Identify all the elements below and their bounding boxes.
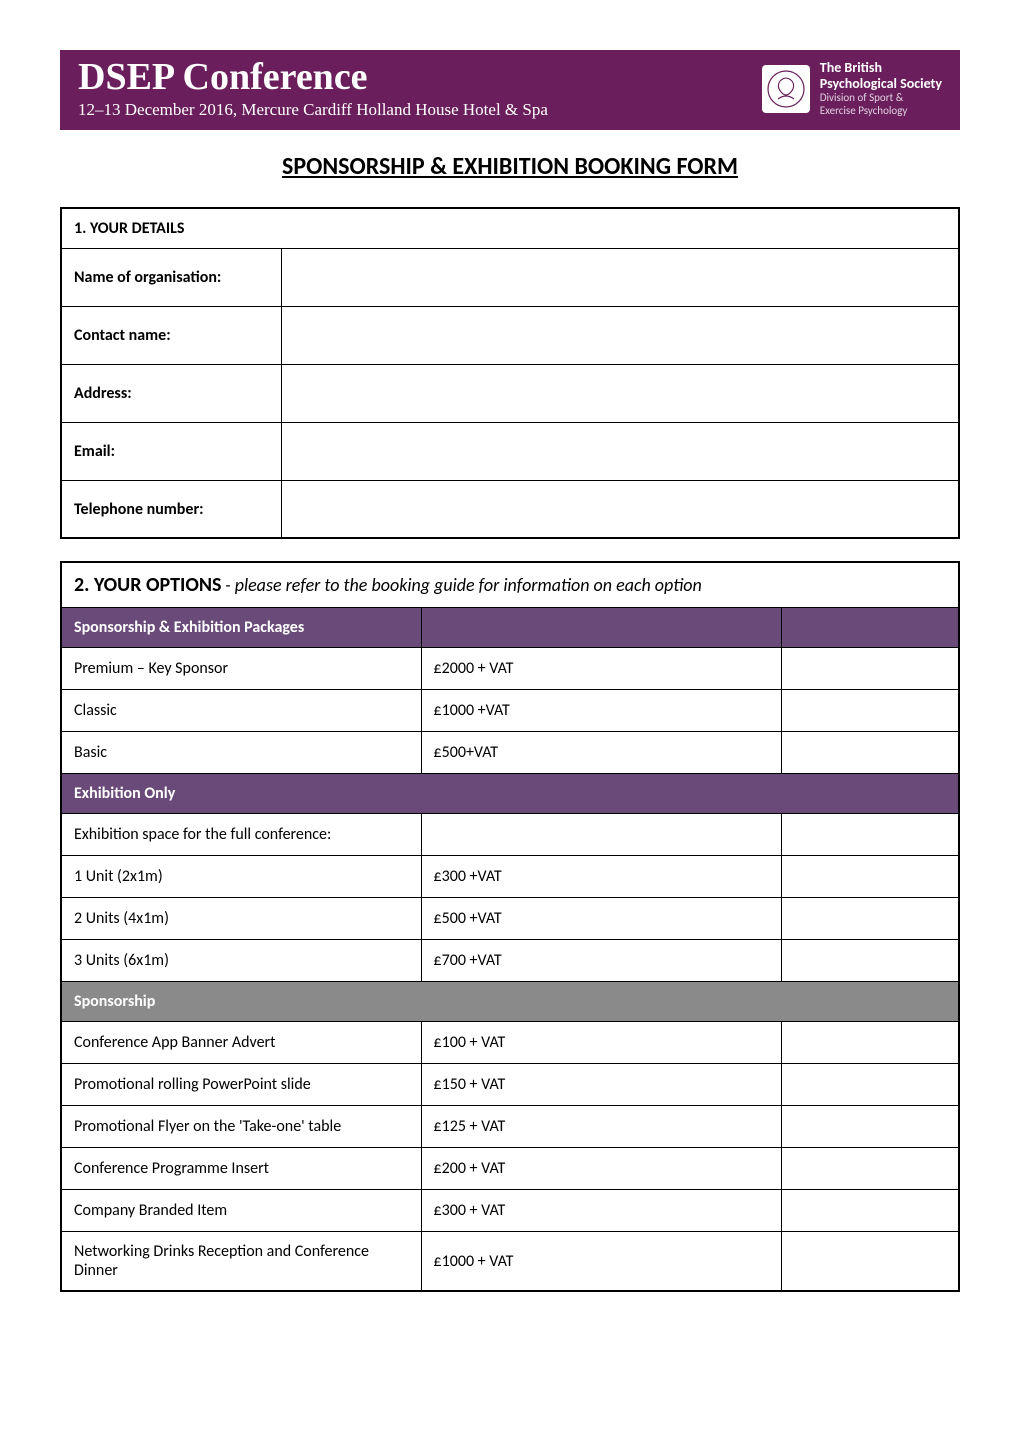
field-label-email: Email: [61,422,281,480]
field-input-contact[interactable] [281,306,959,364]
g2-r4-select[interactable] [781,1190,959,1232]
society-text: The British Psychological Society Divisi… [820,60,942,117]
group0-price-head [421,608,781,648]
field-input-address[interactable] [281,364,959,422]
your-details-table: 1. YOUR DETAILS Name of organisation: Co… [60,207,960,540]
header-left: DSEP Conference 12–13 December 2016, Mer… [78,58,762,120]
g1-r3-item: 3 Units (6x1m) [61,940,421,982]
g2-r5-item: Networking Drinks Reception and Conferen… [61,1232,421,1292]
g0-r1-price: £1000 +VAT [421,690,781,732]
section1-heading: 1. YOUR DETAILS [61,208,959,249]
g1-r2-select[interactable] [781,898,959,940]
field-label-telephone: Telephone number: [61,480,281,538]
your-options-table: 2. YOUR OPTIONS - please refer to the bo… [60,561,960,1292]
g2-r3-price: £200 + VAT [421,1148,781,1190]
header-right: The British Psychological Society Divisi… [762,60,942,117]
society-line4: Exercise Psychology [820,105,942,118]
g0-r0-price: £2000 + VAT [421,648,781,690]
g2-r1-price: £150 + VAT [421,1064,781,1106]
g0-r0-item: Premium – Key Sponsor [61,648,421,690]
g0-r1-select[interactable] [781,690,959,732]
g2-r4-price: £300 + VAT [421,1190,781,1232]
g2-r2-price: £125 + VAT [421,1106,781,1148]
society-logo-icon [762,65,810,113]
field-input-organisation[interactable] [281,248,959,306]
group0-title: Sponsorship & Exhibition Packages [61,608,421,648]
form-title: SPONSORSHIP & EXHIBITION BOOKING FORM [60,152,960,181]
section2-heading: 2. YOUR OPTIONS - please refer to the bo… [61,562,959,608]
page: DSEP Conference 12–13 December 2016, Mer… [0,0,1020,1354]
field-label-address: Address: [61,364,281,422]
g1-r2-price: £500 +VAT [421,898,781,940]
g0-r2-select[interactable] [781,732,959,774]
g1-r0-price [421,814,781,856]
g2-r5-select[interactable] [781,1232,959,1292]
g1-r0-item: Exhibition space for the full conference… [61,814,421,856]
g1-r3-price: £700 +VAT [421,940,781,982]
g2-r1-item: Promotional rolling PowerPoint slide [61,1064,421,1106]
g2-r5-price: £1000 + VAT [421,1232,781,1292]
header-band: DSEP Conference 12–13 December 2016, Mer… [60,50,960,130]
g1-r1-select[interactable] [781,856,959,898]
g0-r2-price: £500+VAT [421,732,781,774]
g0-r1-item: Classic [61,690,421,732]
group1-title: Exhibition Only [61,774,959,814]
section2-hint: - please refer to the booking guide for … [225,574,702,596]
field-label-contact: Contact name: [61,306,281,364]
field-input-email[interactable] [281,422,959,480]
g2-r4-item: Company Branded Item [61,1190,421,1232]
group0-sel-head [781,608,959,648]
g1-r2-item: 2 Units (4x1m) [61,898,421,940]
g1-r1-item: 1 Unit (2x1m) [61,856,421,898]
g0-r2-item: Basic [61,732,421,774]
g2-r2-item: Promotional Flyer on the 'Take-one' tabl… [61,1106,421,1148]
g2-r0-select[interactable] [781,1022,959,1064]
g1-r3-select[interactable] [781,940,959,982]
section2-title: 2. YOUR OPTIONS [74,573,222,597]
society-line1: The British [820,60,942,76]
conference-title: DSEP Conference [78,58,762,98]
group2-title: Sponsorship [61,982,959,1022]
g2-r0-item: Conference App Banner Advert [61,1022,421,1064]
g1-r1-price: £300 +VAT [421,856,781,898]
g2-r3-select[interactable] [781,1148,959,1190]
society-line2: Psychological Society [820,76,942,92]
conference-subtitle: 12–13 December 2016, Mercure Cardiff Hol… [78,100,762,120]
g2-r2-select[interactable] [781,1106,959,1148]
field-input-telephone[interactable] [281,480,959,538]
g2-r3-item: Conference Programme Insert [61,1148,421,1190]
g2-r1-select[interactable] [781,1064,959,1106]
field-label-organisation: Name of organisation: [61,248,281,306]
g0-r0-select[interactable] [781,648,959,690]
g1-r0-select[interactable] [781,814,959,856]
g2-r0-price: £100 + VAT [421,1022,781,1064]
